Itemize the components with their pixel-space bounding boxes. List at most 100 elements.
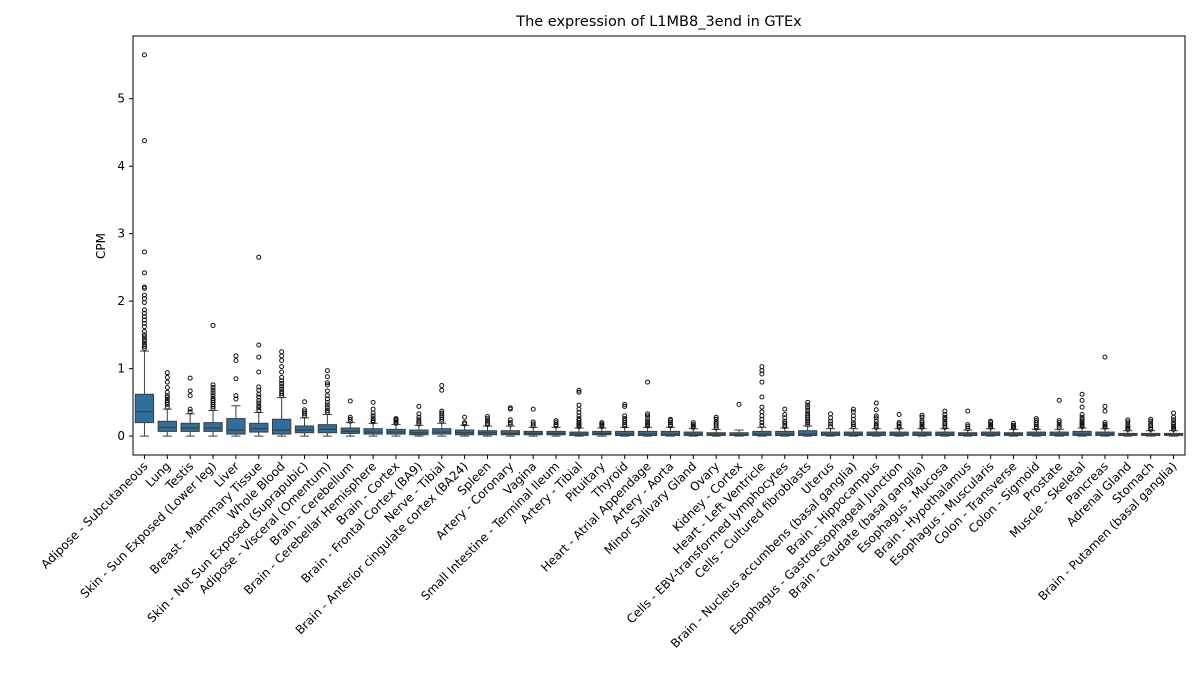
outlier-point: [645, 416, 651, 422]
outlier-point: [439, 408, 445, 414]
outlier-point: [713, 416, 719, 422]
box: [798, 430, 818, 436]
box: [157, 420, 177, 432]
outlier-point: [187, 388, 193, 394]
outlier-point: [1102, 403, 1108, 409]
box: [1072, 430, 1092, 436]
outlier-point: [1079, 397, 1085, 403]
outlier-point: [873, 421, 879, 427]
outlier-point: [1079, 404, 1085, 410]
outlier-point: [1056, 424, 1062, 430]
outlier-point: [256, 403, 262, 409]
outlier-point: [370, 399, 376, 405]
outlier-point: [256, 407, 262, 413]
y-tick-label: 4: [117, 159, 125, 173]
outlier-point: [141, 284, 147, 290]
box: [203, 422, 223, 432]
box-group: [798, 399, 818, 437]
outlier-point: [1056, 420, 1062, 426]
outlier-point: [759, 416, 765, 422]
box-group: [409, 403, 429, 437]
outlier-point: [233, 353, 239, 359]
outlier-point: [553, 418, 559, 424]
outlier-point: [1171, 417, 1177, 423]
outlier-point: [164, 379, 170, 385]
outlier-point: [782, 406, 788, 412]
box-group: [1118, 417, 1138, 437]
outlier-point: [141, 307, 147, 313]
box: [615, 430, 635, 436]
outlier-point: [622, 413, 628, 419]
box: [660, 430, 681, 436]
outlier-point: [667, 416, 673, 422]
outlier-point: [850, 420, 856, 426]
outlier-point: [576, 389, 582, 395]
box-group: [637, 379, 658, 437]
outlier-point: [828, 421, 834, 427]
outlier-point: [1171, 414, 1177, 420]
box-group: [980, 418, 1001, 437]
outlier-point: [1125, 419, 1131, 425]
outlier-point: [370, 410, 376, 416]
outlier-point: [256, 354, 262, 360]
outlier-point: [873, 418, 879, 424]
outlier-point: [576, 418, 582, 424]
outlier-point: [233, 358, 239, 364]
outlier-point: [210, 322, 216, 328]
outlier-point: [507, 405, 513, 411]
outlier-point: [370, 418, 376, 424]
box-group: [569, 387, 589, 437]
outlier-point: [141, 249, 147, 255]
outlier-point: [164, 385, 170, 391]
outlier-point: [576, 387, 582, 393]
outlier-point: [484, 420, 490, 426]
outlier-point: [233, 376, 239, 382]
outlier-point: [439, 410, 445, 416]
outlier-point: [1102, 408, 1108, 414]
chart-title: The expression of L1MB8_3end in GTEx: [515, 14, 802, 30]
box: [272, 418, 292, 435]
outlier-point: [324, 380, 330, 386]
outlier-point: [210, 397, 216, 403]
outlier-point: [141, 339, 147, 345]
outlier-point: [1079, 414, 1085, 420]
outlier-point: [713, 419, 719, 425]
outlier-point: [828, 411, 834, 417]
outlier-point: [187, 406, 193, 412]
outlier-point: [393, 416, 399, 422]
outlier-point: [782, 412, 788, 418]
outlier-point: [1148, 423, 1154, 429]
box-group: [432, 383, 452, 437]
box-group: [180, 375, 200, 437]
outlier-point: [141, 314, 147, 320]
plot-frame: [132, 35, 1186, 456]
outlier-point: [622, 418, 628, 424]
outlier-point: [141, 292, 147, 298]
outlier-point: [1125, 424, 1131, 430]
outlier-point: [164, 404, 170, 410]
outlier-point: [873, 413, 879, 419]
outlier-point: [484, 414, 490, 420]
outlier-point: [370, 416, 376, 422]
outlier-point: [256, 400, 262, 406]
box-group: [272, 349, 292, 437]
outlier-point: [279, 369, 285, 375]
outlier-point: [1056, 422, 1062, 428]
outlier-point: [896, 420, 902, 426]
outlier-point: [507, 422, 513, 428]
box: [637, 430, 658, 436]
outlier-point: [164, 374, 170, 380]
outlier-point: [736, 401, 742, 407]
outlier-point: [302, 409, 308, 415]
box-group: [1095, 354, 1115, 437]
box: [752, 430, 772, 436]
outlier-point: [324, 393, 330, 399]
outlier-point: [645, 413, 651, 419]
box: [180, 422, 200, 432]
outlier-point: [805, 402, 811, 408]
outlier-point: [942, 416, 948, 422]
outlier-point: [1102, 422, 1108, 428]
outlier-point: [1033, 416, 1039, 422]
outlier-point: [279, 364, 285, 370]
outlier-point: [141, 295, 147, 301]
